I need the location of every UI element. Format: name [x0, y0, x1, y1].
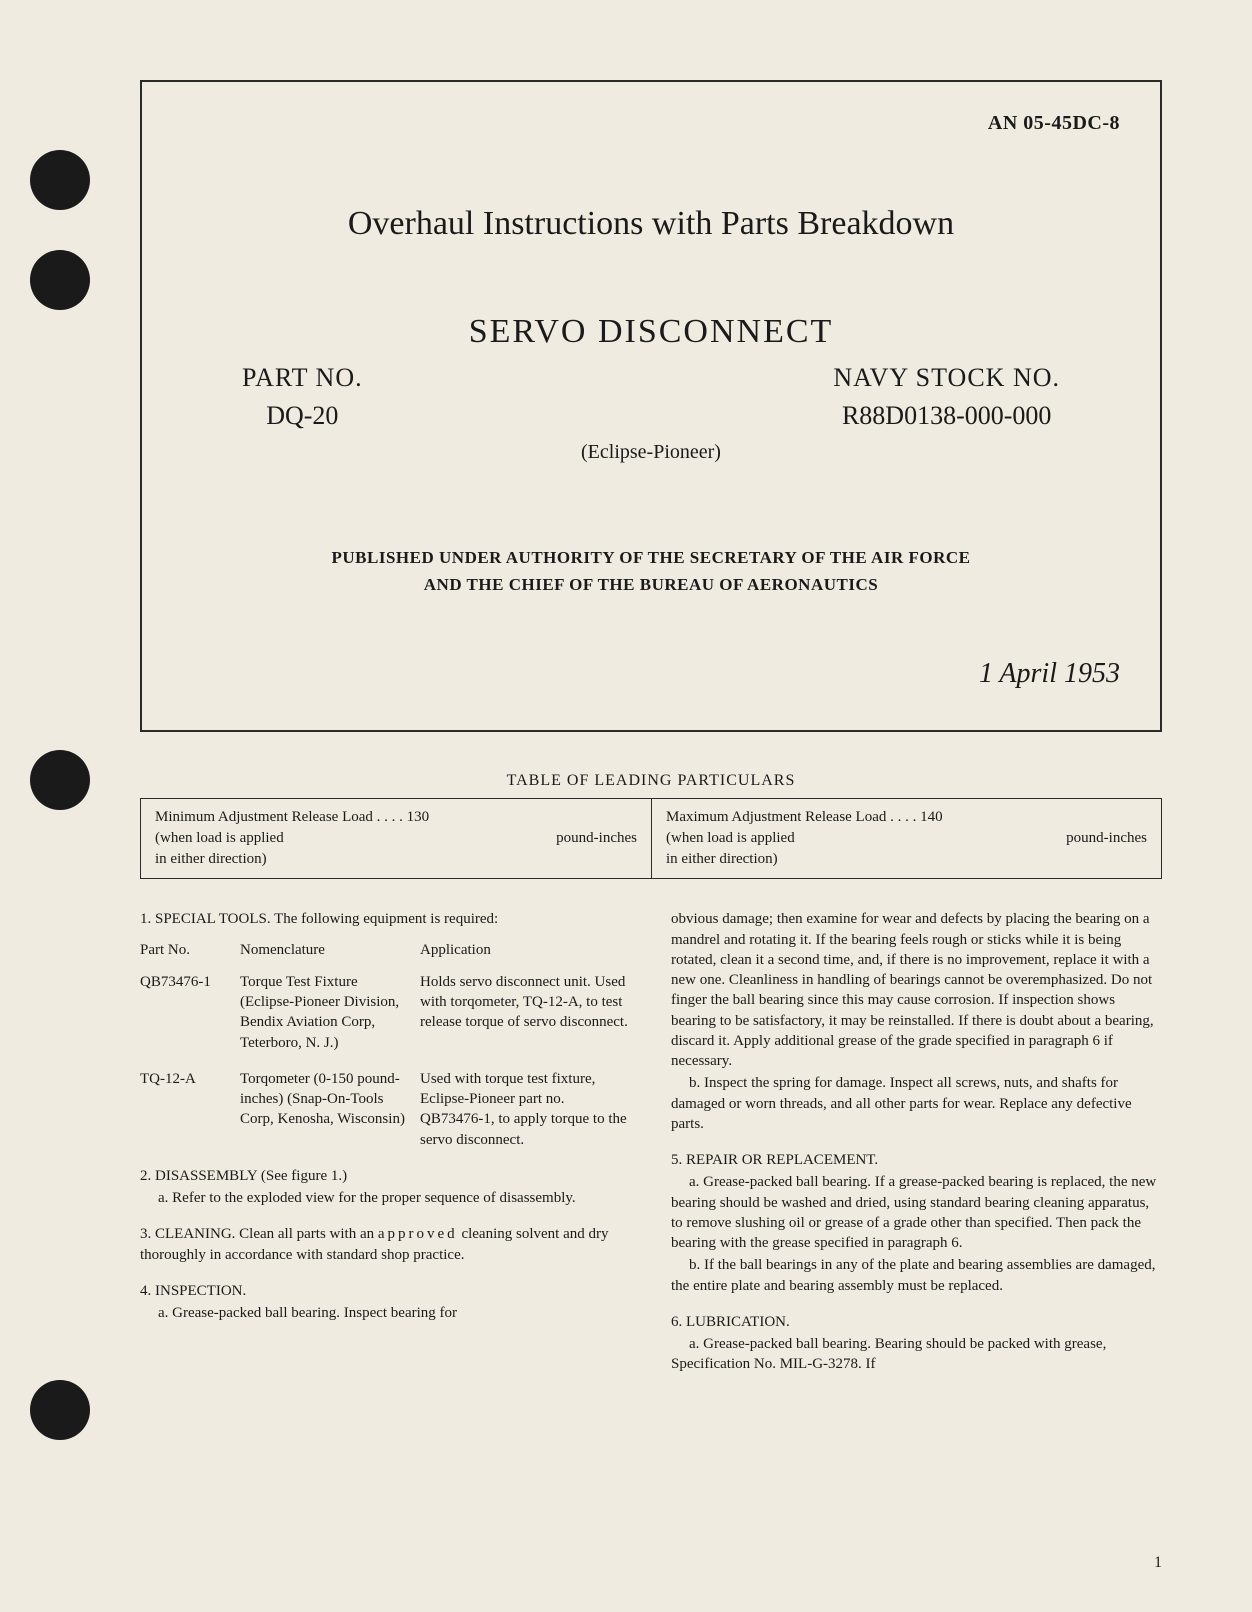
sec6-title: 6. LUBRICATION. — [671, 1312, 1162, 1332]
sec6-a: a. Grease-packed ball bearing. Bearing s… — [671, 1334, 1162, 1375]
part-no-value: DQ-20 — [242, 401, 363, 431]
max-load-note1: (when load is applied — [666, 828, 795, 849]
punch-hole — [30, 250, 90, 310]
authority-line2: AND THE CHIEF OF THE BUREAU OF AERONAUTI… — [424, 575, 878, 594]
authority-statement: PUBLISHED UNDER AUTHORITY OF THE SECRETA… — [182, 544, 1120, 598]
cover-box: AN 05-45DC-8 Overhaul Instructions with … — [140, 80, 1162, 732]
part-navy-row: PART NO. DQ-20 NAVY STOCK NO. R88D0138-0… — [182, 363, 1120, 431]
tools-row: QB73476-1 Torque Test Fixture (Eclipse-P… — [140, 972, 631, 1053]
sec2-a: a. Refer to the exploded view for the pr… — [140, 1188, 631, 1208]
tool-partno: TQ-12-A — [140, 1069, 240, 1150]
tool-application: Used with torque test fixture, Eclipse-P… — [420, 1069, 631, 1150]
sec5-title: 5. REPAIR OR REPLACEMENT. — [671, 1150, 1162, 1170]
sec2-title: 2. DISASSEMBLY (See figure 1.) — [140, 1166, 631, 1186]
min-load-unit: pound-inches — [556, 828, 637, 849]
sec4-b: b. Inspect the spring for damage. Inspec… — [671, 1073, 1162, 1134]
tools-header: Part No. Nomenclature Application — [140, 940, 631, 960]
manufacturer: (Eclipse-Pioneer) — [182, 441, 1120, 464]
section-1: 1. SPECIAL TOOLS. The following equipmen… — [140, 909, 631, 929]
sec4-a-cont: obvious damage; then examine for wear an… — [671, 909, 1162, 1071]
punch-hole — [30, 1380, 90, 1440]
page-number: 1 — [1154, 1554, 1162, 1572]
particulars-title: TABLE OF LEADING PARTICULARS — [140, 772, 1162, 790]
navy-stock-value: R88D0138-000-000 — [833, 401, 1060, 431]
publication-date: 1 April 1953 — [182, 658, 1120, 690]
sec3-text: Clean all parts with an — [239, 1226, 374, 1242]
servo-title: SERVO DISCONNECT — [182, 313, 1120, 351]
sec4-title: 4. INSPECTION. — [140, 1281, 631, 1301]
navy-column: NAVY STOCK NO. R88D0138-000-000 — [833, 363, 1060, 431]
tools-col-nomenclature: Nomenclature — [240, 940, 420, 960]
max-load-note2: in either direction) — [666, 849, 1147, 870]
tools-row: TQ-12-A Torqometer (0-150 pound-inches) … — [140, 1069, 631, 1150]
document-number: AN 05-45DC-8 — [182, 112, 1120, 135]
section-3: 3. CLEANING. Clean all parts with an app… — [140, 1224, 631, 1265]
min-load-note1: (when load is applied — [155, 828, 284, 849]
particulars-box: Minimum Adjustment Release Load . . . . … — [140, 798, 1162, 879]
navy-stock-label: NAVY STOCK NO. — [833, 363, 1060, 393]
max-load-unit: pound-inches — [1066, 828, 1147, 849]
sec1-title: 1. SPECIAL TOOLS. — [140, 911, 271, 927]
sec3-approved: approved — [378, 1226, 458, 1242]
sec4-a-part1: a. Grease-packed ball bearing. Inspect b… — [140, 1303, 631, 1323]
left-column: 1. SPECIAL TOOLS. The following equipmen… — [140, 909, 631, 1376]
sec3-title: 3. CLEANING. — [140, 1226, 235, 1242]
min-load-note2: in either direction) — [155, 849, 637, 870]
body-columns: 1. SPECIAL TOOLS. The following equipmen… — [140, 909, 1162, 1376]
sec1-intro: The following equipment is required: — [274, 911, 498, 927]
particulars-min-col: Minimum Adjustment Release Load . . . . … — [141, 799, 651, 878]
sec5-a: a. Grease-packed ball bearing. If a grea… — [671, 1172, 1162, 1253]
max-load-label: Maximum Adjustment Release Load . . . . … — [666, 807, 943, 828]
part-column: PART NO. DQ-20 — [242, 363, 363, 431]
tools-col-partno: Part No. — [140, 940, 240, 960]
authority-line1: PUBLISHED UNDER AUTHORITY OF THE SECRETA… — [332, 548, 971, 567]
min-load-label: Minimum Adjustment Release Load . . . . … — [155, 807, 429, 828]
tools-table: Part No. Nomenclature Application QB7347… — [140, 940, 631, 1150]
tool-nomenclature: Torque Test Fixture (Eclipse-Pioneer Div… — [240, 972, 420, 1053]
sec5-b: b. If the ball bearings in any of the pl… — [671, 1255, 1162, 1296]
tools-col-application: Application — [420, 940, 631, 960]
main-title: Overhaul Instructions with Parts Breakdo… — [182, 205, 1120, 243]
right-column: obvious damage; then examine for wear an… — [671, 909, 1162, 1376]
tool-partno: QB73476-1 — [140, 972, 240, 1053]
particulars-max-col: Maximum Adjustment Release Load . . . . … — [651, 799, 1161, 878]
tool-application: Holds servo disconnect unit. Used with t… — [420, 972, 631, 1053]
punch-hole — [30, 750, 90, 810]
punch-hole — [30, 150, 90, 210]
tool-nomenclature: Torqometer (0-150 pound-inches) (Snap-On… — [240, 1069, 420, 1150]
part-no-label: PART NO. — [242, 363, 363, 393]
